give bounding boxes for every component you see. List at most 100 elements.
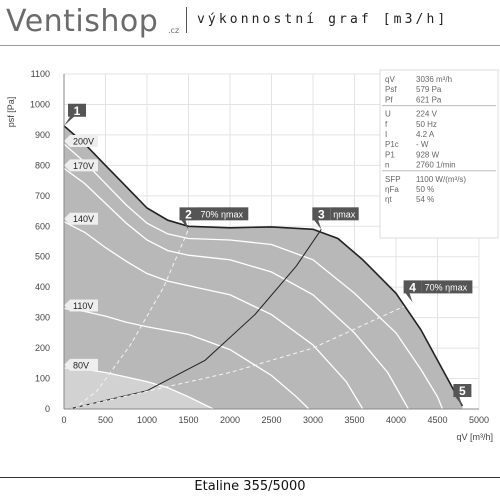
y-tick-label: 0 [45,404,50,414]
speed-curve [63,307,310,410]
point-markers: 1 2 70% ηmax 3 ηmax 4 70% ηmax 5 [64,103,473,406]
brand-logo[interactable]: Ventishop [6,4,159,39]
info-value: 50 % [416,185,434,194]
info-value: 54 % [416,195,434,204]
marker-number: 2 [185,207,192,221]
x-tick-label: 1500 [178,415,198,425]
info-value: 621 Pa [416,95,442,104]
brand-logo-suffix: .cz [168,26,180,35]
speed-label-text: 170V [73,161,94,171]
x-tick-label: 2000 [220,415,240,425]
y-tick-label: 800 [35,160,50,170]
speed-label-tag [64,299,98,312]
info-symbol: Pf [385,95,393,104]
x-tick-label: 0 [61,415,66,425]
operating-point-marker: 4 70% ηmax [403,280,473,303]
marker-note-bg [330,207,359,221]
speed-label-text: 200V [73,137,94,147]
speed-label-tag [64,135,98,148]
y-tick-label: 700 [35,191,50,201]
marker-flag [312,207,331,230]
marker-flag [453,383,472,406]
operating-point-marker: 2 70% ηmax [179,207,249,230]
y-tick-label: 100 [35,374,50,384]
y-tick-label: 600 [35,221,50,231]
marker-number: 4 [409,280,416,294]
info-symbol: U [385,110,391,119]
info-symbol: qV [385,75,395,84]
x-tick-label: 2500 [261,415,281,425]
marker-note: ηmax [333,209,356,219]
info-value: 50 Hz [416,120,437,129]
info-value: 224 V [416,110,438,119]
y-tick-label: 200 [35,343,50,353]
product-caption: Etaline 355/5000 [194,479,306,494]
axes: 0 500 1000 1500 2000 2500 3000 3500 4000 4500 5000… [30,69,489,425]
x-tick-label: 4500 [427,415,447,425]
y-tick-label: 300 [35,313,50,323]
marker-note-bg [197,207,249,221]
speed-label: 200V [64,135,98,148]
info-symbol: n [385,161,389,170]
x-tick-label: 5000 [469,415,489,425]
page-title: výkonnostní graf [m3/h] [197,12,449,27]
header-divider [186,7,187,33]
info-panel: qV 3036 m³/h Psf 579 Pa Pf 621 Pa U 224 V f 50 Hz… [379,69,499,239]
y-tick-label: 900 [35,130,50,140]
operating-point-marker: 5 [453,383,472,406]
info-value: 2760 1/min [416,161,456,170]
info-symbol: I [385,130,387,139]
speed-label-tag [64,159,98,172]
marker-flag [179,207,198,230]
speed-label: 80V [64,358,98,371]
y-tick-label: 400 [35,282,50,292]
marker-flag [64,103,86,126]
system-curve [68,229,322,410]
operating-point-marker: 1 [64,103,86,126]
speed-label: 170V [64,159,98,172]
y-tick-label: 500 [35,252,50,262]
x-tick-label: 4000 [386,415,406,425]
operating-point-marker: 3 ηmax [312,207,359,230]
x-axis-label: qV [m³/h] [456,432,493,442]
marker-number: 3 [318,207,325,221]
marker-note: 70% ηmax [201,209,244,219]
info-symbol: ηFa [385,185,399,194]
header-rule [0,45,500,46]
info-value: 1100 W/(m³/s) [416,175,466,184]
info-value: 579 Pa [416,85,442,94]
x-tick-label: 3000 [303,415,323,425]
info-symbol: P1c [385,140,399,149]
speed-labels: 200V 170V 140V 110V 80V [64,135,98,371]
info-value: 928 W [416,150,440,159]
speed-curve [63,167,409,410]
marker-number: 1 [74,104,81,118]
max-curve [63,125,464,407]
x-tick-label: 500 [98,415,113,425]
header: Ventishop .cz výkonnostní graf [m3/h] [0,0,500,50]
info-value: - W [416,140,429,149]
system-curves [68,229,413,410]
speed-curve [63,143,444,410]
footer-rule [0,477,500,478]
info-value: 3036 m³/h [416,75,452,84]
x-tick-label: 3500 [344,415,364,425]
speed-label-text: 80V [73,360,89,370]
info-symbol: Psf [385,85,397,94]
performance-chart: 200V 170V 140V 110V 80V 1 2 70% ηmax 3 ηmax 4 70% … [6,69,499,442]
marker-note-bg [421,280,473,294]
operating-region [64,125,463,410]
speed-label-text: 140V [73,214,94,224]
low-speed-region [64,367,214,409]
y-axis-label: psf [Pa] [6,97,16,128]
y-tick-label: 1100 [31,69,50,79]
speed-label: 110V [64,299,98,312]
system-curve [73,229,189,410]
speed-label-text: 110V [73,301,93,311]
info-value: 4.2 A [416,130,435,139]
info-symbol: P1 [385,150,395,159]
info-symbol: f [385,120,388,129]
x-tick-label: 1000 [137,415,157,425]
marker-flag [403,280,422,303]
y-tick-label: 1000 [30,99,50,109]
